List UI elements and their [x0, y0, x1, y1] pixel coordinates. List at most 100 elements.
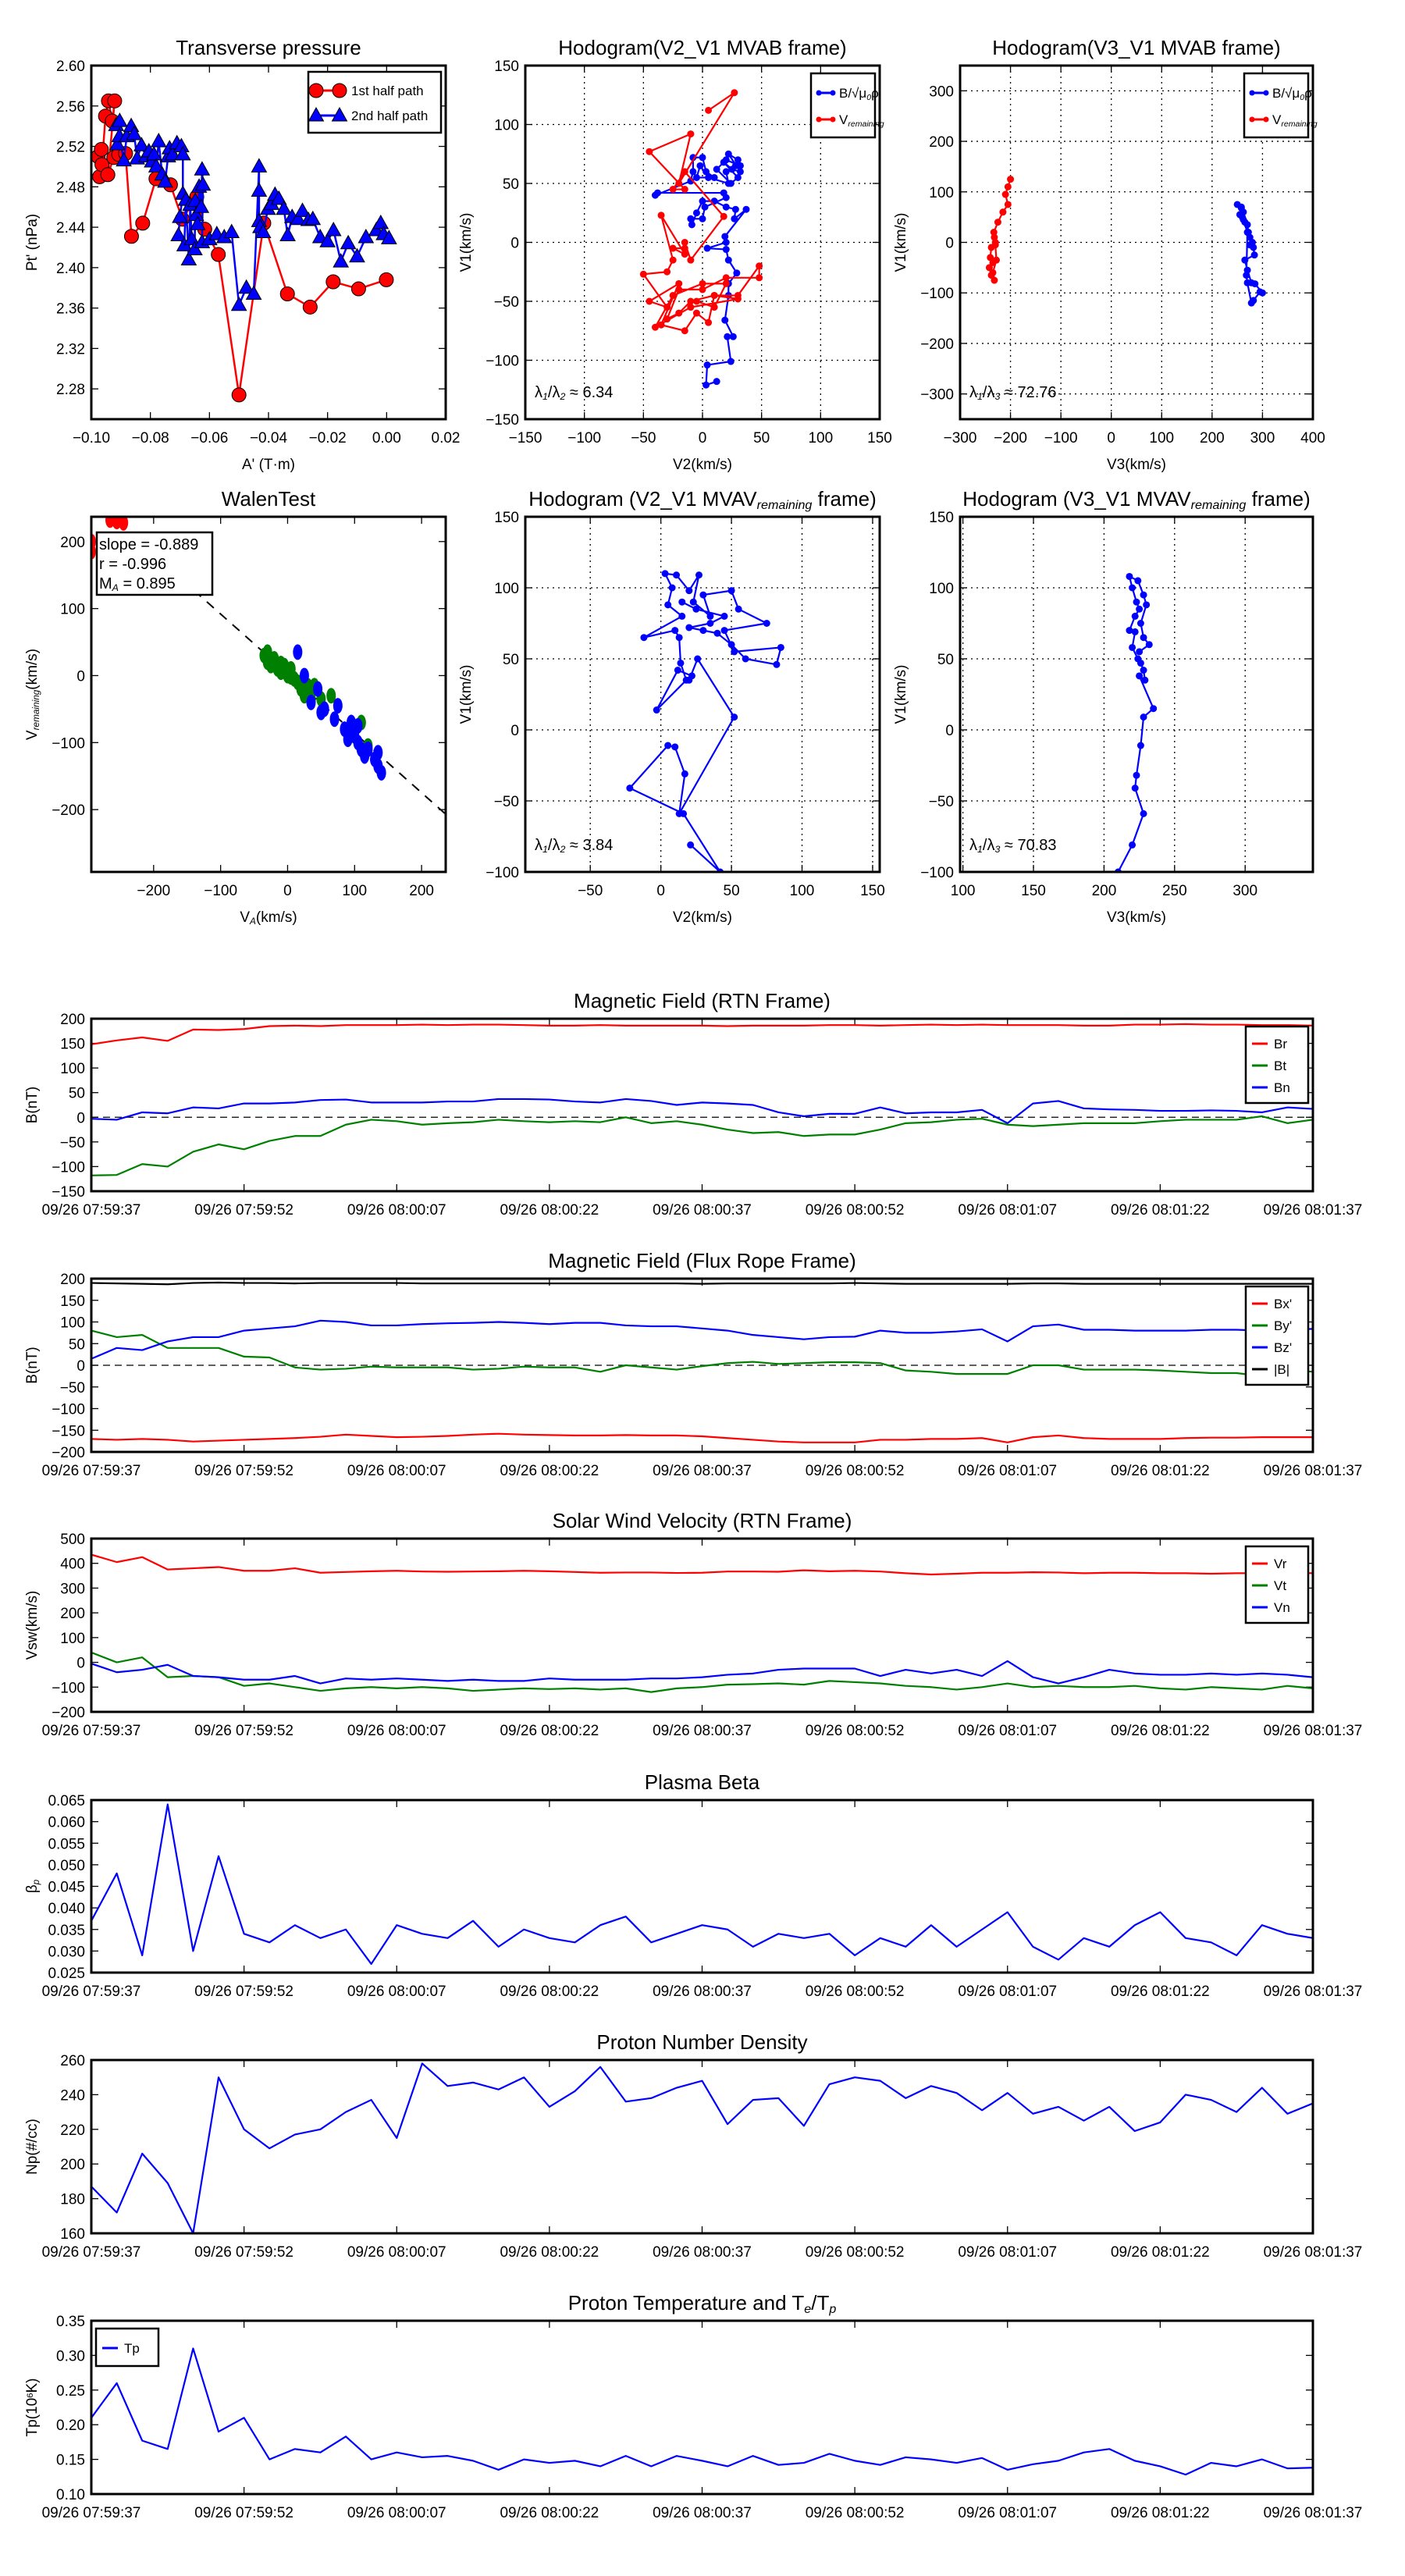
- x-tick-label: 200: [409, 883, 434, 899]
- y-tick-label: 0: [510, 236, 519, 252]
- x-tick-label: 09/26 08:01:22: [1111, 1984, 1210, 2000]
- series-v-point: [1145, 641, 1153, 649]
- series-vremaining-point: [692, 297, 700, 305]
- series-b-0-point: [1240, 215, 1247, 223]
- plot-area: [91, 1023, 1313, 1176]
- x-tick-label: 09/26 08:00:22: [500, 2505, 599, 2521]
- y-tick-label: −50: [494, 294, 519, 311]
- y-tick-label: 2.32: [56, 341, 85, 358]
- series-b-0-point: [724, 256, 732, 264]
- series-vremaining-point: [669, 291, 677, 299]
- panel-plasma-beta: 09/26 07:59:37 09/26 07:59:52 09/26 08:00:…: [24, 1770, 1362, 2000]
- plot-area: [1114, 572, 1158, 872]
- legend-label-part: μ: [859, 86, 866, 101]
- series-v-point: [706, 612, 714, 620]
- x-tick-label: −200: [994, 430, 1027, 447]
- series-2nd-half-path-point: [276, 200, 293, 215]
- series-2nd-half-path-point: [148, 158, 165, 173]
- y-tick-label: −50: [929, 794, 954, 810]
- x-tick-label: 09/26 08:01:07: [958, 2244, 1057, 2261]
- series-vremaining-point: [646, 297, 653, 305]
- y-tick-label: 0: [76, 1358, 85, 1375]
- series-vr: [91, 1553, 1313, 1576]
- y-tick-label: 0.10: [56, 2487, 85, 2503]
- series-v-point: [1136, 742, 1144, 749]
- x-tick-label: 0: [283, 883, 292, 899]
- plot-area: [626, 570, 784, 872]
- series-v-point: [678, 598, 686, 606]
- legend-label-part: 2nd half path: [351, 109, 428, 123]
- series-v-point: [1140, 634, 1147, 642]
- legend-label: Bx': [1274, 1297, 1292, 1311]
- series-b-0-point: [1250, 244, 1257, 251]
- series-group-3-point: [363, 741, 373, 757]
- legend-item: B/√μ0ρ: [816, 86, 879, 102]
- eigenvalue-ratio-label-part: ≈ 70.83: [1000, 837, 1056, 854]
- series-group-3-point: [319, 701, 329, 717]
- series-bx-line: [91, 1432, 1313, 1443]
- y-tick-label: −100: [920, 286, 954, 302]
- axes-frame: [90, 1537, 1314, 1713]
- legend-box: [1243, 72, 1310, 139]
- walen-stat-2-part: = 0.895: [119, 575, 176, 592]
- eigenvalue-ratio-label-part: λ: [969, 384, 977, 401]
- y-axis-label: V1(km/s): [893, 213, 909, 272]
- series-v-point: [706, 620, 714, 627]
- series-tp-line: [91, 2347, 1313, 2476]
- series-v-point: [689, 598, 697, 606]
- series-v-point: [682, 676, 690, 684]
- panel-proton-temperature-and-te-tp: 09/26 07:59:37 09/26 07:59:52 09/26 08:00:…: [24, 2291, 1362, 2521]
- legend-label-part: Br: [1274, 1037, 1287, 1051]
- legend-box: [307, 70, 443, 134]
- y-tick-label: 150: [60, 1037, 85, 1053]
- series-vremaining-point: [991, 276, 998, 284]
- x-tick-label: 09/26 07:59:52: [194, 2505, 293, 2521]
- y-tick-label: 0.025: [48, 1966, 85, 1982]
- series-vremaining-point: [989, 269, 997, 276]
- y-axis-label: Vremaining(km/s): [24, 649, 41, 740]
- series-vremaining-point: [734, 295, 742, 303]
- y-tick-label: −100: [920, 865, 954, 881]
- y-tick-label: −100: [52, 1680, 85, 1696]
- series-b-0-point: [1247, 299, 1255, 307]
- series-b-0-point: [724, 333, 731, 340]
- y-tick-label: 2.56: [56, 99, 85, 116]
- legend-label-part: Bz': [1274, 1340, 1292, 1355]
- series-group-2-point: [262, 644, 272, 660]
- y-axis-label: B(nT): [24, 1087, 41, 1124]
- walen-stats-box: [95, 531, 214, 596]
- y-axis-label-part: V: [24, 730, 41, 740]
- x-axis-label: VA(km/s): [240, 909, 297, 927]
- x-tick-label: 09/26 08:01:22: [1111, 1723, 1210, 1739]
- y-tick-label: 150: [929, 510, 954, 526]
- series-v-point: [640, 634, 648, 642]
- series-v-point: [699, 627, 707, 635]
- legend-label-part: 1st half path: [351, 84, 424, 98]
- legend-item: Bt: [1252, 1059, 1286, 1073]
- chart-title-part: Hodogram (V3_V1 MVAV: [962, 487, 1191, 511]
- legend-label: 2nd half path: [351, 109, 428, 123]
- series-v-point: [661, 570, 669, 578]
- series-b-0-point: [1243, 272, 1250, 279]
- axes-frame: [90, 1799, 1314, 1974]
- series-v-point: [675, 809, 683, 817]
- x-tick-label: 0: [656, 883, 665, 899]
- y-tick-label: 150: [494, 510, 519, 526]
- series-np-line: [91, 2062, 1313, 2233]
- eigenvalue-ratio-label-part: /λ: [548, 384, 560, 401]
- legend-marker: [830, 116, 836, 123]
- axes-frame: [959, 515, 1314, 873]
- y-tick-label: 200: [60, 1272, 85, 1288]
- y-tick-label: −150: [486, 412, 519, 429]
- chart-title-part: Hodogram(V2_V1 MVAB frame): [558, 36, 846, 59]
- eigenvalue-ratio-label: λ1/λ3 ≈ 72.76: [969, 384, 1057, 402]
- series-bn: [91, 1098, 1313, 1124]
- legend-marker: [331, 106, 348, 122]
- legend-label-part: B/√: [1272, 86, 1293, 101]
- series-2nd-half-path-point: [251, 158, 268, 173]
- series-v-point: [1126, 627, 1133, 635]
- series-group-3-point: [293, 644, 303, 660]
- legend-label: Vn: [1274, 1600, 1290, 1615]
- series-b-0-point: [1251, 280, 1259, 288]
- series-b-0-point: [736, 162, 744, 169]
